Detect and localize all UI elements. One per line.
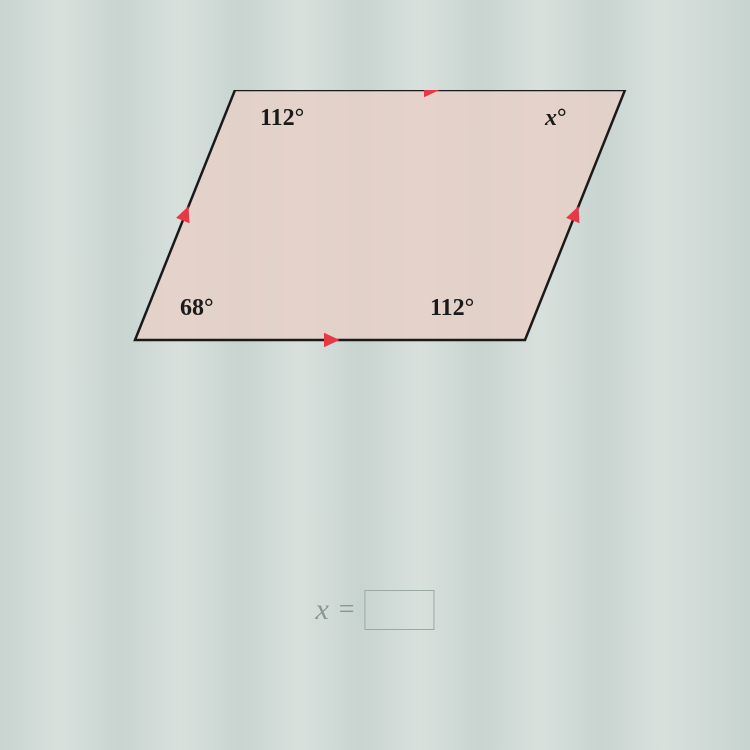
angle-label-bottom-left: 68° bbox=[180, 295, 214, 322]
answer-input[interactable] bbox=[365, 590, 435, 630]
angle-label-top-right: x° bbox=[545, 105, 567, 132]
angle-label-bottom-right: 112° bbox=[430, 295, 474, 322]
answer-row: x = bbox=[315, 590, 434, 630]
parallelogram-diagram: 112° x° 68° 112° bbox=[75, 90, 675, 410]
answer-variable: x bbox=[315, 593, 328, 627]
parallelogram-svg bbox=[75, 90, 675, 380]
answer-equals: = bbox=[339, 594, 355, 626]
angle-label-top-left: 112° bbox=[260, 105, 304, 132]
